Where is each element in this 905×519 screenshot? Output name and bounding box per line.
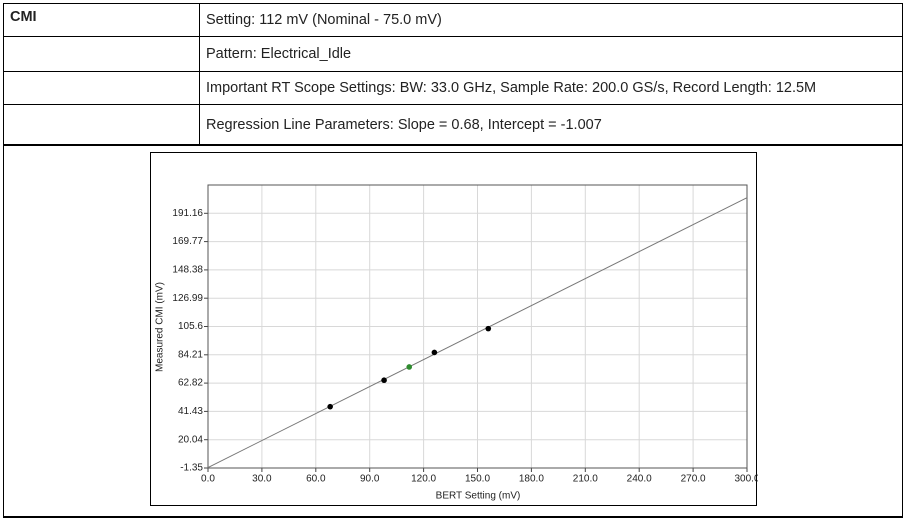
data-point [406,364,413,370]
cell: Pattern: Electrical_Idle [206,46,352,62]
x-tick-label: 210.0 [573,474,598,485]
y-tick-label: 62.82 [178,378,203,389]
data-point [381,377,387,384]
y-tick-label: 84.21 [178,349,203,360]
y-tick-label: -1.35 [180,463,203,474]
x-tick-label: 60.0 [306,474,326,485]
chart: BERT Setting (mV) Measured CMI (mV) 0.0 3… [150,152,758,506]
x-tick-label: 150.0 [465,474,490,485]
y-tick-label: 126.99 [172,293,203,304]
data-point [431,349,438,356]
cell: Important RT Scope Settings: BW: 33.0 GH… [206,80,817,96]
border [3,36,903,37]
y-tick-label: 191.16 [172,208,203,219]
y-tick-label: 41.43 [178,406,203,417]
y-axis-label: Measured CMI (mV) [155,282,166,372]
row-label: CMI [10,9,37,25]
border [3,516,903,518]
x-tick-label: 180.0 [519,474,544,485]
x-tick-label: 0.0 [201,474,215,485]
x-tick-label: 240.0 [627,474,652,485]
cell: Setting: 112 mV (Nominal - 75.0 mV) [206,12,442,28]
x-axis-label: BERT Setting (mV) [436,491,521,502]
cell: Regression Line Parameters: Slope = 0.68… [206,116,602,133]
border [3,71,903,72]
border [902,3,903,517]
y-tick-label: 169.77 [172,236,203,247]
border [3,104,903,105]
x-tick-label: 270.0 [681,474,706,485]
y-tick-label: 148.38 [172,265,203,276]
border [199,3,200,145]
border [3,3,903,4]
border [3,144,903,146]
x-tick-label: 90.0 [360,474,380,485]
y-tick-label: 20.04 [178,434,203,445]
regression-line [207,197,748,468]
x-tick-label: 300.0 [734,474,758,485]
y-tick-label: 105.6 [178,321,203,332]
x-tick-label: 30.0 [252,474,272,485]
data-point [327,403,333,410]
plot-border [207,184,748,469]
data-point [485,325,492,332]
x-tick-label: 120.0 [411,474,436,485]
border [3,3,4,517]
